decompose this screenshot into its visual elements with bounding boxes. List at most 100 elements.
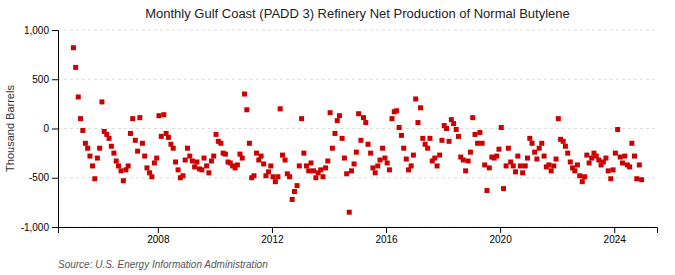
point [107, 136, 112, 141]
point [568, 159, 573, 164]
point [111, 151, 116, 156]
point [342, 156, 347, 161]
point [278, 106, 283, 111]
point [204, 163, 209, 168]
point [87, 154, 92, 159]
point [615, 127, 620, 132]
point [556, 116, 561, 121]
point [504, 163, 509, 168]
point [584, 153, 589, 158]
point [337, 113, 342, 118]
point [385, 160, 390, 165]
point [271, 174, 276, 179]
point [325, 159, 330, 164]
x-tick-label: 2020 [489, 234, 512, 245]
point [530, 141, 535, 146]
point [121, 178, 126, 183]
x-tick-mark [386, 227, 387, 233]
y-tick: 500 [32, 74, 58, 85]
point [254, 151, 259, 156]
point [401, 146, 406, 151]
point [608, 176, 613, 181]
y-tick-mark [52, 227, 58, 228]
point [318, 167, 323, 172]
point [83, 141, 88, 146]
x-tick-mark [272, 227, 273, 233]
point [589, 156, 594, 161]
point [149, 174, 154, 179]
point [320, 174, 325, 179]
point [349, 168, 354, 173]
point [375, 163, 380, 168]
point [511, 163, 516, 168]
y-tick: 0 [43, 123, 58, 134]
point [415, 120, 420, 125]
point [622, 154, 627, 159]
x-tick-label: 2008 [147, 234, 170, 245]
point [468, 150, 473, 155]
point [116, 163, 121, 168]
point [244, 107, 249, 112]
x-tick-mark [614, 227, 615, 233]
point [373, 170, 378, 175]
point [190, 159, 195, 164]
y-tick: -500 [29, 172, 58, 183]
y-tick: -1,000 [21, 222, 58, 233]
point [444, 126, 449, 131]
point [340, 136, 345, 141]
point [275, 174, 280, 179]
point [194, 159, 199, 164]
point [156, 113, 161, 118]
point [240, 156, 245, 161]
point [506, 146, 511, 151]
point [130, 116, 135, 121]
point [152, 160, 157, 165]
point [273, 179, 278, 184]
point [463, 168, 468, 173]
point [173, 159, 178, 164]
x-tick-label: 2012 [261, 234, 284, 245]
point [311, 168, 316, 173]
source: Source: U.S. Energy Information Administ… [58, 259, 268, 270]
plot-area: -1,000-50005001,00020082012201620202024 [21, 25, 658, 245]
point [218, 141, 223, 146]
title: Monthly Gulf Coast (PADD 3) Refinery Net… [145, 6, 570, 21]
point [527, 136, 532, 141]
point [368, 151, 373, 156]
point [596, 158, 601, 163]
point [413, 96, 418, 101]
point [370, 165, 375, 170]
point [427, 136, 432, 141]
point [513, 169, 518, 174]
point [183, 158, 188, 163]
point [352, 161, 357, 166]
point [283, 158, 288, 163]
point [171, 146, 176, 151]
point [561, 139, 566, 144]
x-tick-label: 2024 [604, 234, 627, 245]
point [202, 156, 207, 161]
point [154, 156, 159, 161]
y-tick-mark [52, 178, 58, 179]
point [304, 163, 309, 168]
points [71, 45, 644, 214]
point [520, 170, 525, 175]
point [537, 146, 542, 151]
point [549, 168, 554, 173]
point [71, 45, 76, 50]
point [95, 156, 100, 161]
point [323, 165, 328, 170]
point [361, 115, 366, 120]
point [109, 144, 114, 149]
point [487, 165, 492, 170]
y-tick-mark [52, 129, 58, 130]
point [577, 173, 582, 178]
y-tick-label: -1,000 [21, 222, 50, 233]
point [539, 141, 544, 146]
point [632, 154, 637, 159]
point [309, 160, 314, 165]
point [387, 167, 392, 172]
point [209, 159, 214, 164]
point [187, 154, 192, 159]
point [432, 156, 437, 161]
